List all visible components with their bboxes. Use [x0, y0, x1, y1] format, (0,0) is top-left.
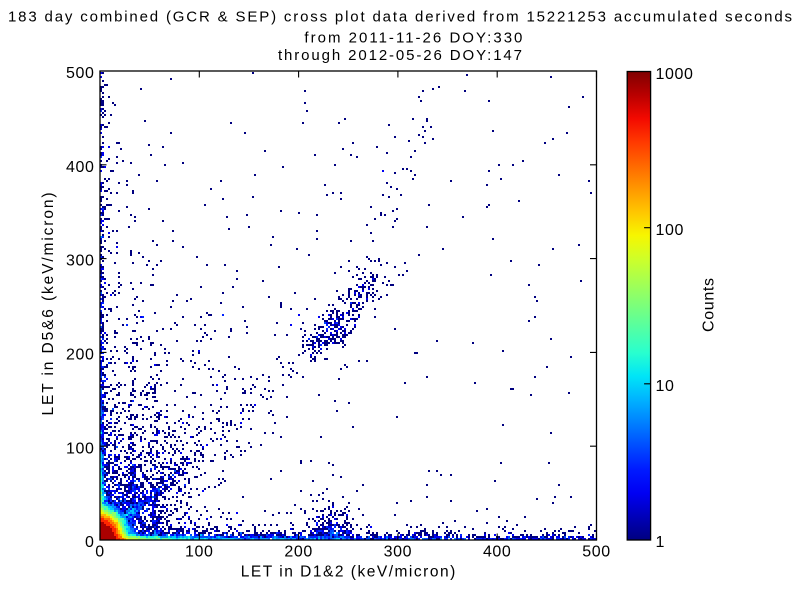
svg-text:183 day combined (GCR & SEP) c: 183 day combined (GCR & SEP) cross plot … — [8, 9, 792, 26]
svg-text:300: 300 — [66, 253, 95, 270]
svg-text:200: 200 — [284, 544, 313, 561]
svg-text:100: 100 — [656, 222, 685, 239]
svg-text:100: 100 — [66, 440, 95, 457]
svg-text:100: 100 — [185, 544, 214, 561]
svg-text:Counts: Counts — [700, 278, 717, 332]
svg-text:200: 200 — [66, 347, 95, 364]
svg-text:from 2011-11-26 DOY:330: from 2011-11-26 DOY:330 — [304, 30, 522, 47]
svg-text:LET in D1&2 (keV/micron): LET in D1&2 (keV/micron) — [241, 564, 456, 581]
svg-text:0: 0 — [95, 544, 105, 561]
svg-text:0: 0 — [85, 534, 95, 551]
svg-text:400: 400 — [66, 159, 95, 176]
svg-text:1: 1 — [656, 534, 666, 551]
svg-text:LET in D5&6 (keV/micron): LET in D5&6 (keV/micron) — [40, 193, 57, 416]
svg-text:300: 300 — [384, 544, 413, 561]
svg-text:400: 400 — [483, 544, 512, 561]
svg-text:1000: 1000 — [656, 66, 694, 83]
svg-text:500: 500 — [66, 65, 95, 82]
svg-text:10: 10 — [656, 378, 675, 395]
svg-text:500: 500 — [582, 544, 611, 561]
